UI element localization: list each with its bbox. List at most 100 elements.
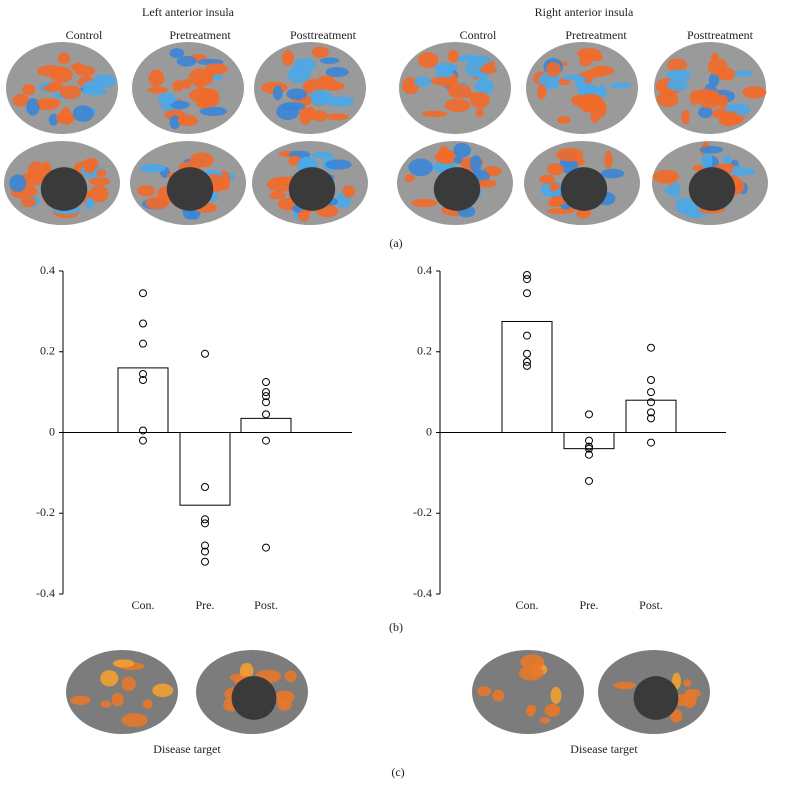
data-point [262,378,270,387]
activation-patch [666,78,689,92]
activation-patch [284,670,297,683]
activation-patch [286,88,308,100]
activation-patch [544,703,561,717]
brain-image [196,650,308,734]
activation-patch [453,156,463,164]
activation-patch [742,168,756,176]
bar [117,367,169,433]
data-point [201,483,209,492]
data-point [201,541,209,550]
data-point [647,438,655,447]
data-point [585,444,593,453]
data-point [523,357,531,366]
brain-medial-wall [166,167,214,211]
activation-patch [111,692,124,707]
activation-patch [170,100,190,110]
activation-patch [474,78,495,95]
activation-patch [546,208,574,215]
activation-patch [681,109,690,125]
data-point [585,450,593,459]
data-point [139,339,147,348]
activation-patch [88,177,111,186]
activation-patch [147,86,168,94]
activation-patch [199,106,228,117]
activation-patch [205,63,228,75]
data-point [139,289,147,298]
brain-image [4,141,120,225]
activation-patch [670,181,681,199]
y-tick-label: -0.4 [413,586,432,600]
condition-label: Posttreatment [290,28,357,42]
activation-patch [9,174,27,193]
data-point [201,349,209,358]
activation-patch [12,94,30,107]
x-tick-label: Pre. [196,598,215,612]
activation-patch [269,191,287,200]
brain-image [6,42,118,134]
data-point [523,271,531,280]
data-point [262,392,270,401]
activation-patch [455,54,483,63]
activation-patch [325,66,349,78]
bar [240,417,292,433]
activation-patch [189,152,214,168]
brain-image [132,42,244,134]
activation-patch [177,114,198,127]
activation-patch [447,49,459,63]
activation-patch [600,168,625,179]
data-point [647,343,655,352]
brain-image [524,141,640,225]
activation-patch [152,683,174,698]
activation-patch [670,709,683,723]
caption: Disease target [153,742,221,756]
activation-patch [561,74,587,81]
condition-label: Control [460,28,497,42]
brain-image [652,141,768,225]
activation-patch [682,690,697,709]
brain-medial-wall [688,167,736,211]
activation-patch [453,143,471,158]
brain-image [654,42,767,134]
activation-patch [100,700,112,708]
data-point [523,361,531,370]
y-tick-label: 0.4 [40,263,55,277]
activation-patch [57,52,71,65]
activation-patch [518,665,544,681]
brain-image [526,42,638,134]
activation-patch [85,197,94,210]
activation-patch [281,49,295,66]
y-tick-label: 0 [49,424,55,438]
activation-patch [137,185,156,197]
activation-patch [527,705,537,713]
activation-patch [151,69,162,76]
condition-label: Posttreatment [687,28,754,42]
activation-patch [475,107,484,118]
activation-patch [82,87,107,96]
activation-patch [172,79,184,92]
activation-patch [699,145,724,154]
brain-image [252,141,368,225]
data-point [201,557,209,566]
activation-patch [422,110,448,118]
activation-patch [414,76,432,87]
activation-patch [547,163,564,176]
activation-patch [327,96,355,107]
data-point [262,436,270,445]
data-point [139,426,147,435]
activation-patch [272,85,283,101]
data-point [201,515,209,524]
activation-patch [100,670,119,687]
data-point [262,388,270,397]
condition-label: Pretreatment [565,28,627,42]
activation-patch [319,57,340,64]
data-point [647,414,655,423]
activation-patch [59,85,82,100]
activation-patch [470,92,490,108]
brain-medial-wall [288,167,336,211]
data-point [201,547,209,556]
data-point [647,398,655,407]
activation-patch [698,106,713,119]
activation-patch [708,73,720,87]
activation-patch [121,713,148,728]
activation-patch [742,86,767,99]
